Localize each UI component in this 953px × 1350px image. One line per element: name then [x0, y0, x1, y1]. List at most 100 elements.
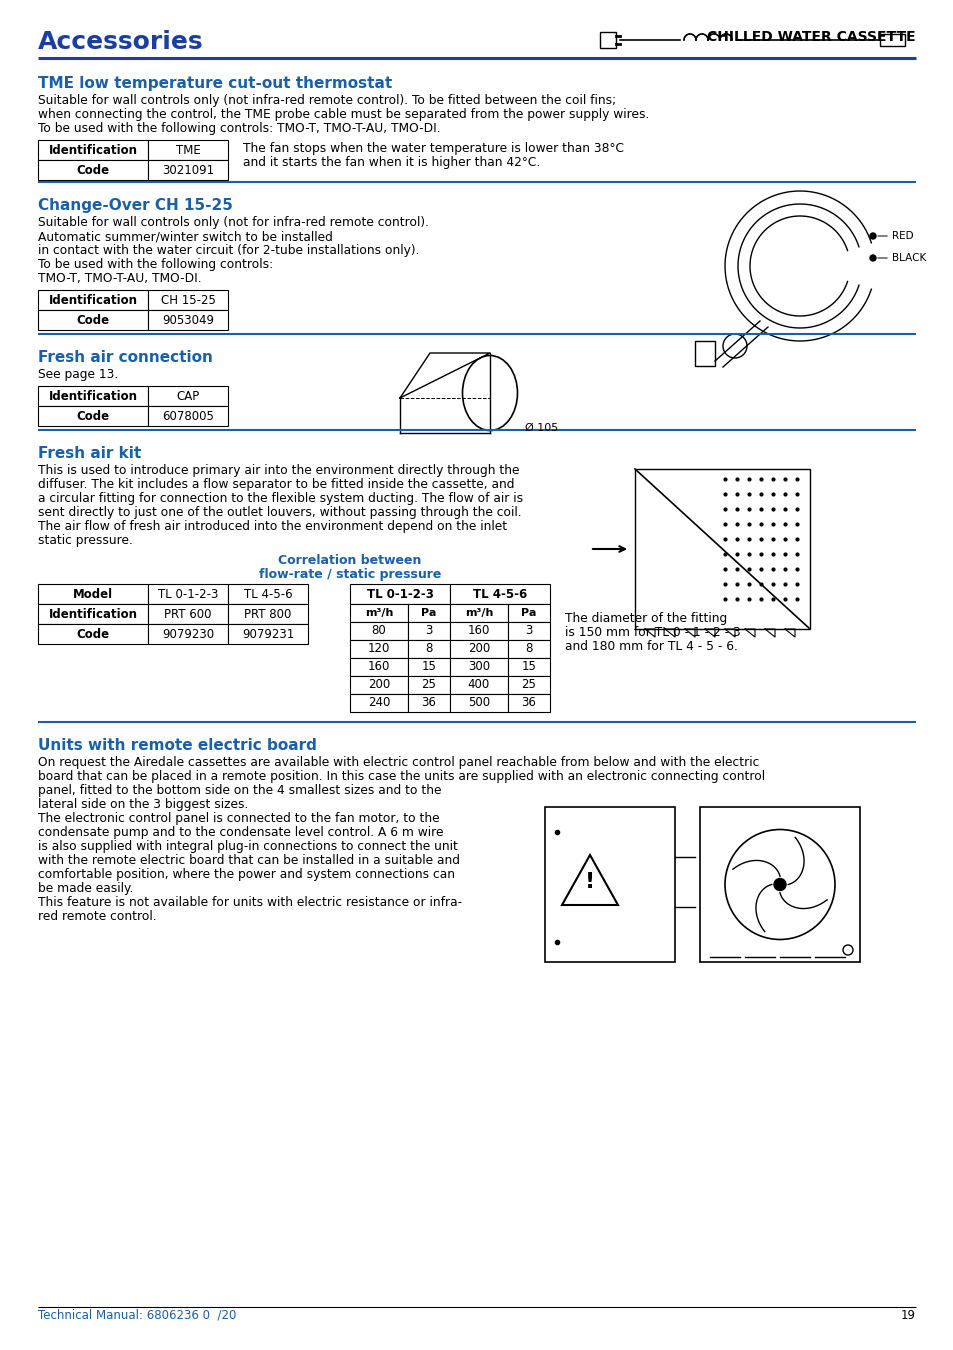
Bar — [408, 676, 450, 694]
Text: 3: 3 — [425, 625, 433, 637]
Bar — [450, 640, 507, 657]
Text: See page 13.: See page 13. — [38, 369, 118, 381]
Text: !: ! — [584, 872, 595, 892]
Bar — [695, 342, 714, 366]
Text: be made easily.: be made easily. — [38, 882, 133, 895]
Bar — [148, 603, 228, 624]
Bar — [450, 585, 550, 603]
Bar — [38, 386, 148, 406]
Bar — [148, 406, 228, 427]
Text: a circular fitting for connection to the flexible system ducting. The flow of ai: a circular fitting for connection to the… — [38, 491, 522, 505]
Text: TME: TME — [175, 143, 200, 157]
Bar — [148, 310, 228, 329]
Text: Fresh air kit: Fresh air kit — [38, 446, 141, 460]
Text: BLACK: BLACK — [891, 252, 925, 263]
Text: This feature is not available for units with electric resistance or infra-: This feature is not available for units … — [38, 896, 461, 909]
Text: Code: Code — [76, 628, 110, 640]
Text: TL 0-1-2-3: TL 0-1-2-3 — [157, 587, 218, 601]
Bar — [507, 657, 550, 676]
Bar — [38, 140, 148, 161]
Bar — [38, 310, 148, 329]
Text: Ø 105: Ø 105 — [524, 423, 558, 433]
Text: Pa: Pa — [520, 608, 537, 618]
Text: m³/h: m³/h — [364, 608, 393, 618]
Bar — [450, 694, 507, 711]
Text: PRT 800: PRT 800 — [244, 608, 292, 621]
Text: is also supplied with integral plug-in connections to connect the unit: is also supplied with integral plug-in c… — [38, 840, 457, 853]
Bar — [350, 603, 408, 622]
Text: Units with remote electric board: Units with remote electric board — [38, 738, 316, 753]
Bar — [635, 468, 809, 629]
Text: 6078005: 6078005 — [162, 409, 213, 423]
Bar — [507, 622, 550, 640]
Bar — [350, 622, 408, 640]
Text: 15: 15 — [521, 660, 536, 674]
Text: is 150 mm for TL 0 - 1 - 2 - 3: is 150 mm for TL 0 - 1 - 2 - 3 — [564, 626, 740, 639]
Text: Change-Over CH 15-25: Change-Over CH 15-25 — [38, 198, 233, 213]
Text: 80: 80 — [372, 625, 386, 637]
Text: Suitable for wall controls only (not for infra-red remote control).: Suitable for wall controls only (not for… — [38, 216, 429, 230]
Text: CAP: CAP — [176, 390, 199, 402]
Text: 3: 3 — [525, 625, 532, 637]
Text: 8: 8 — [425, 643, 433, 656]
Bar — [148, 140, 228, 161]
Text: The electronic control panel is connected to the fan motor, to the: The electronic control panel is connecte… — [38, 811, 439, 825]
Text: TME low temperature cut-out thermostat: TME low temperature cut-out thermostat — [38, 76, 392, 90]
Text: 9079230: 9079230 — [162, 628, 213, 640]
Text: TL 4-5-6: TL 4-5-6 — [243, 587, 292, 601]
Text: TL 0-1-2-3: TL 0-1-2-3 — [366, 587, 433, 601]
Text: in contact with the water circuit (for 2-tube installations only).: in contact with the water circuit (for 2… — [38, 244, 419, 256]
Text: Model: Model — [72, 587, 113, 601]
Bar — [879, 34, 904, 46]
Text: RED: RED — [891, 231, 913, 242]
Bar — [408, 694, 450, 711]
Text: static pressure.: static pressure. — [38, 535, 132, 547]
Text: 400: 400 — [467, 679, 490, 691]
Text: 36: 36 — [421, 697, 436, 710]
Text: Code: Code — [76, 313, 110, 327]
Text: To be used with the following controls: TMO-T, TMO-T-AU, TMO-DI.: To be used with the following controls: … — [38, 122, 440, 135]
Text: To be used with the following controls:: To be used with the following controls: — [38, 258, 273, 271]
Text: PRT 600: PRT 600 — [164, 608, 212, 621]
Bar — [148, 290, 228, 310]
Bar — [148, 386, 228, 406]
Text: TMO-T, TMO-T-AU, TMO-DI.: TMO-T, TMO-T-AU, TMO-DI. — [38, 271, 201, 285]
Bar — [228, 603, 308, 624]
Bar — [38, 406, 148, 427]
Bar — [350, 694, 408, 711]
Bar — [38, 603, 148, 624]
Bar — [507, 676, 550, 694]
Text: 300: 300 — [468, 660, 490, 674]
Text: 240: 240 — [368, 697, 390, 710]
Text: The fan stops when the water temperature is lower than 38°C: The fan stops when the water temperature… — [243, 142, 623, 155]
Text: The air flow of fresh air introduced into the environment depend on the inlet: The air flow of fresh air introduced int… — [38, 520, 507, 533]
Text: 8: 8 — [525, 643, 532, 656]
Text: Identification: Identification — [49, 293, 137, 306]
Bar — [228, 624, 308, 644]
Text: 200: 200 — [368, 679, 390, 691]
Text: 25: 25 — [521, 679, 536, 691]
Text: Identification: Identification — [49, 143, 137, 157]
Text: Correlation between: Correlation between — [278, 554, 421, 567]
Bar — [350, 640, 408, 657]
Circle shape — [869, 255, 875, 261]
Bar — [700, 807, 859, 963]
Text: Pa: Pa — [421, 608, 436, 618]
Circle shape — [869, 234, 875, 239]
Text: 200: 200 — [467, 643, 490, 656]
Bar — [507, 640, 550, 657]
Text: 3021091: 3021091 — [162, 163, 213, 177]
Bar — [38, 585, 148, 603]
Text: 19: 19 — [900, 1310, 915, 1322]
Text: 9079231: 9079231 — [242, 628, 294, 640]
Bar — [507, 694, 550, 711]
Bar — [350, 585, 450, 603]
Bar — [350, 657, 408, 676]
Text: TL 4-5-6: TL 4-5-6 — [473, 587, 527, 601]
Text: Accessories: Accessories — [38, 30, 203, 54]
Bar — [408, 657, 450, 676]
Text: CHILLED WATER CASSETTE: CHILLED WATER CASSETTE — [706, 30, 915, 45]
Bar — [408, 622, 450, 640]
Bar — [148, 624, 228, 644]
Text: Identification: Identification — [49, 390, 137, 402]
